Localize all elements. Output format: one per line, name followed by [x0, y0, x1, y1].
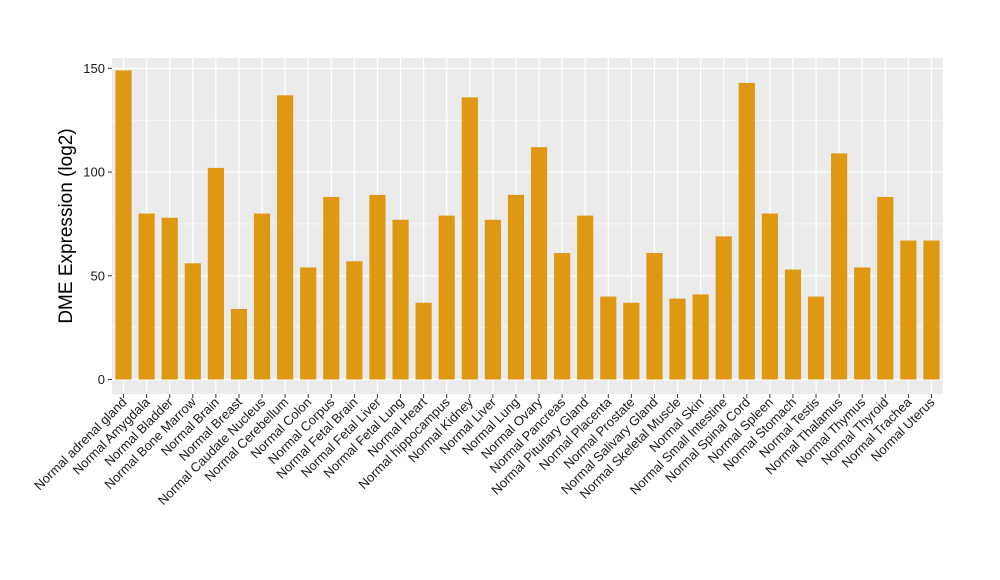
bar	[577, 215, 594, 380]
bars	[115, 70, 940, 380]
bar	[438, 215, 455, 380]
y-tick-label: 150	[83, 61, 105, 76]
bar	[346, 261, 363, 380]
bar	[530, 147, 548, 380]
y-tick-label: 50	[91, 268, 105, 283]
bar	[507, 194, 525, 380]
bar	[784, 269, 802, 380]
bar	[738, 82, 755, 380]
bar	[115, 70, 132, 380]
y-tick-label: 100	[83, 165, 105, 180]
y-axis: 0 50 100 150	[83, 61, 112, 387]
bar	[300, 267, 317, 380]
bar	[831, 153, 848, 380]
y-axis-title: DME Expression (log2)	[56, 128, 77, 323]
bar	[207, 167, 224, 380]
bar	[900, 240, 917, 380]
bar	[184, 263, 201, 380]
bar	[392, 219, 409, 380]
bar	[646, 252, 663, 380]
bar	[923, 240, 940, 380]
y-tick-label: 0	[98, 372, 105, 387]
bar	[369, 194, 386, 380]
bar	[461, 97, 478, 380]
bar	[484, 219, 501, 380]
bar	[554, 252, 571, 380]
bar	[715, 236, 732, 380]
bar	[807, 296, 825, 380]
bar	[161, 217, 178, 380]
plot-panel	[112, 58, 943, 394]
bar	[669, 298, 686, 380]
bar	[253, 213, 271, 380]
bar	[761, 213, 778, 380]
bar	[692, 294, 709, 380]
bar	[600, 296, 617, 380]
bar	[854, 267, 871, 380]
bar	[323, 196, 340, 380]
bar	[138, 213, 155, 380]
bar	[277, 95, 294, 380]
bar	[415, 302, 432, 380]
bar	[877, 196, 894, 380]
bar	[623, 302, 640, 380]
bar	[230, 308, 248, 380]
